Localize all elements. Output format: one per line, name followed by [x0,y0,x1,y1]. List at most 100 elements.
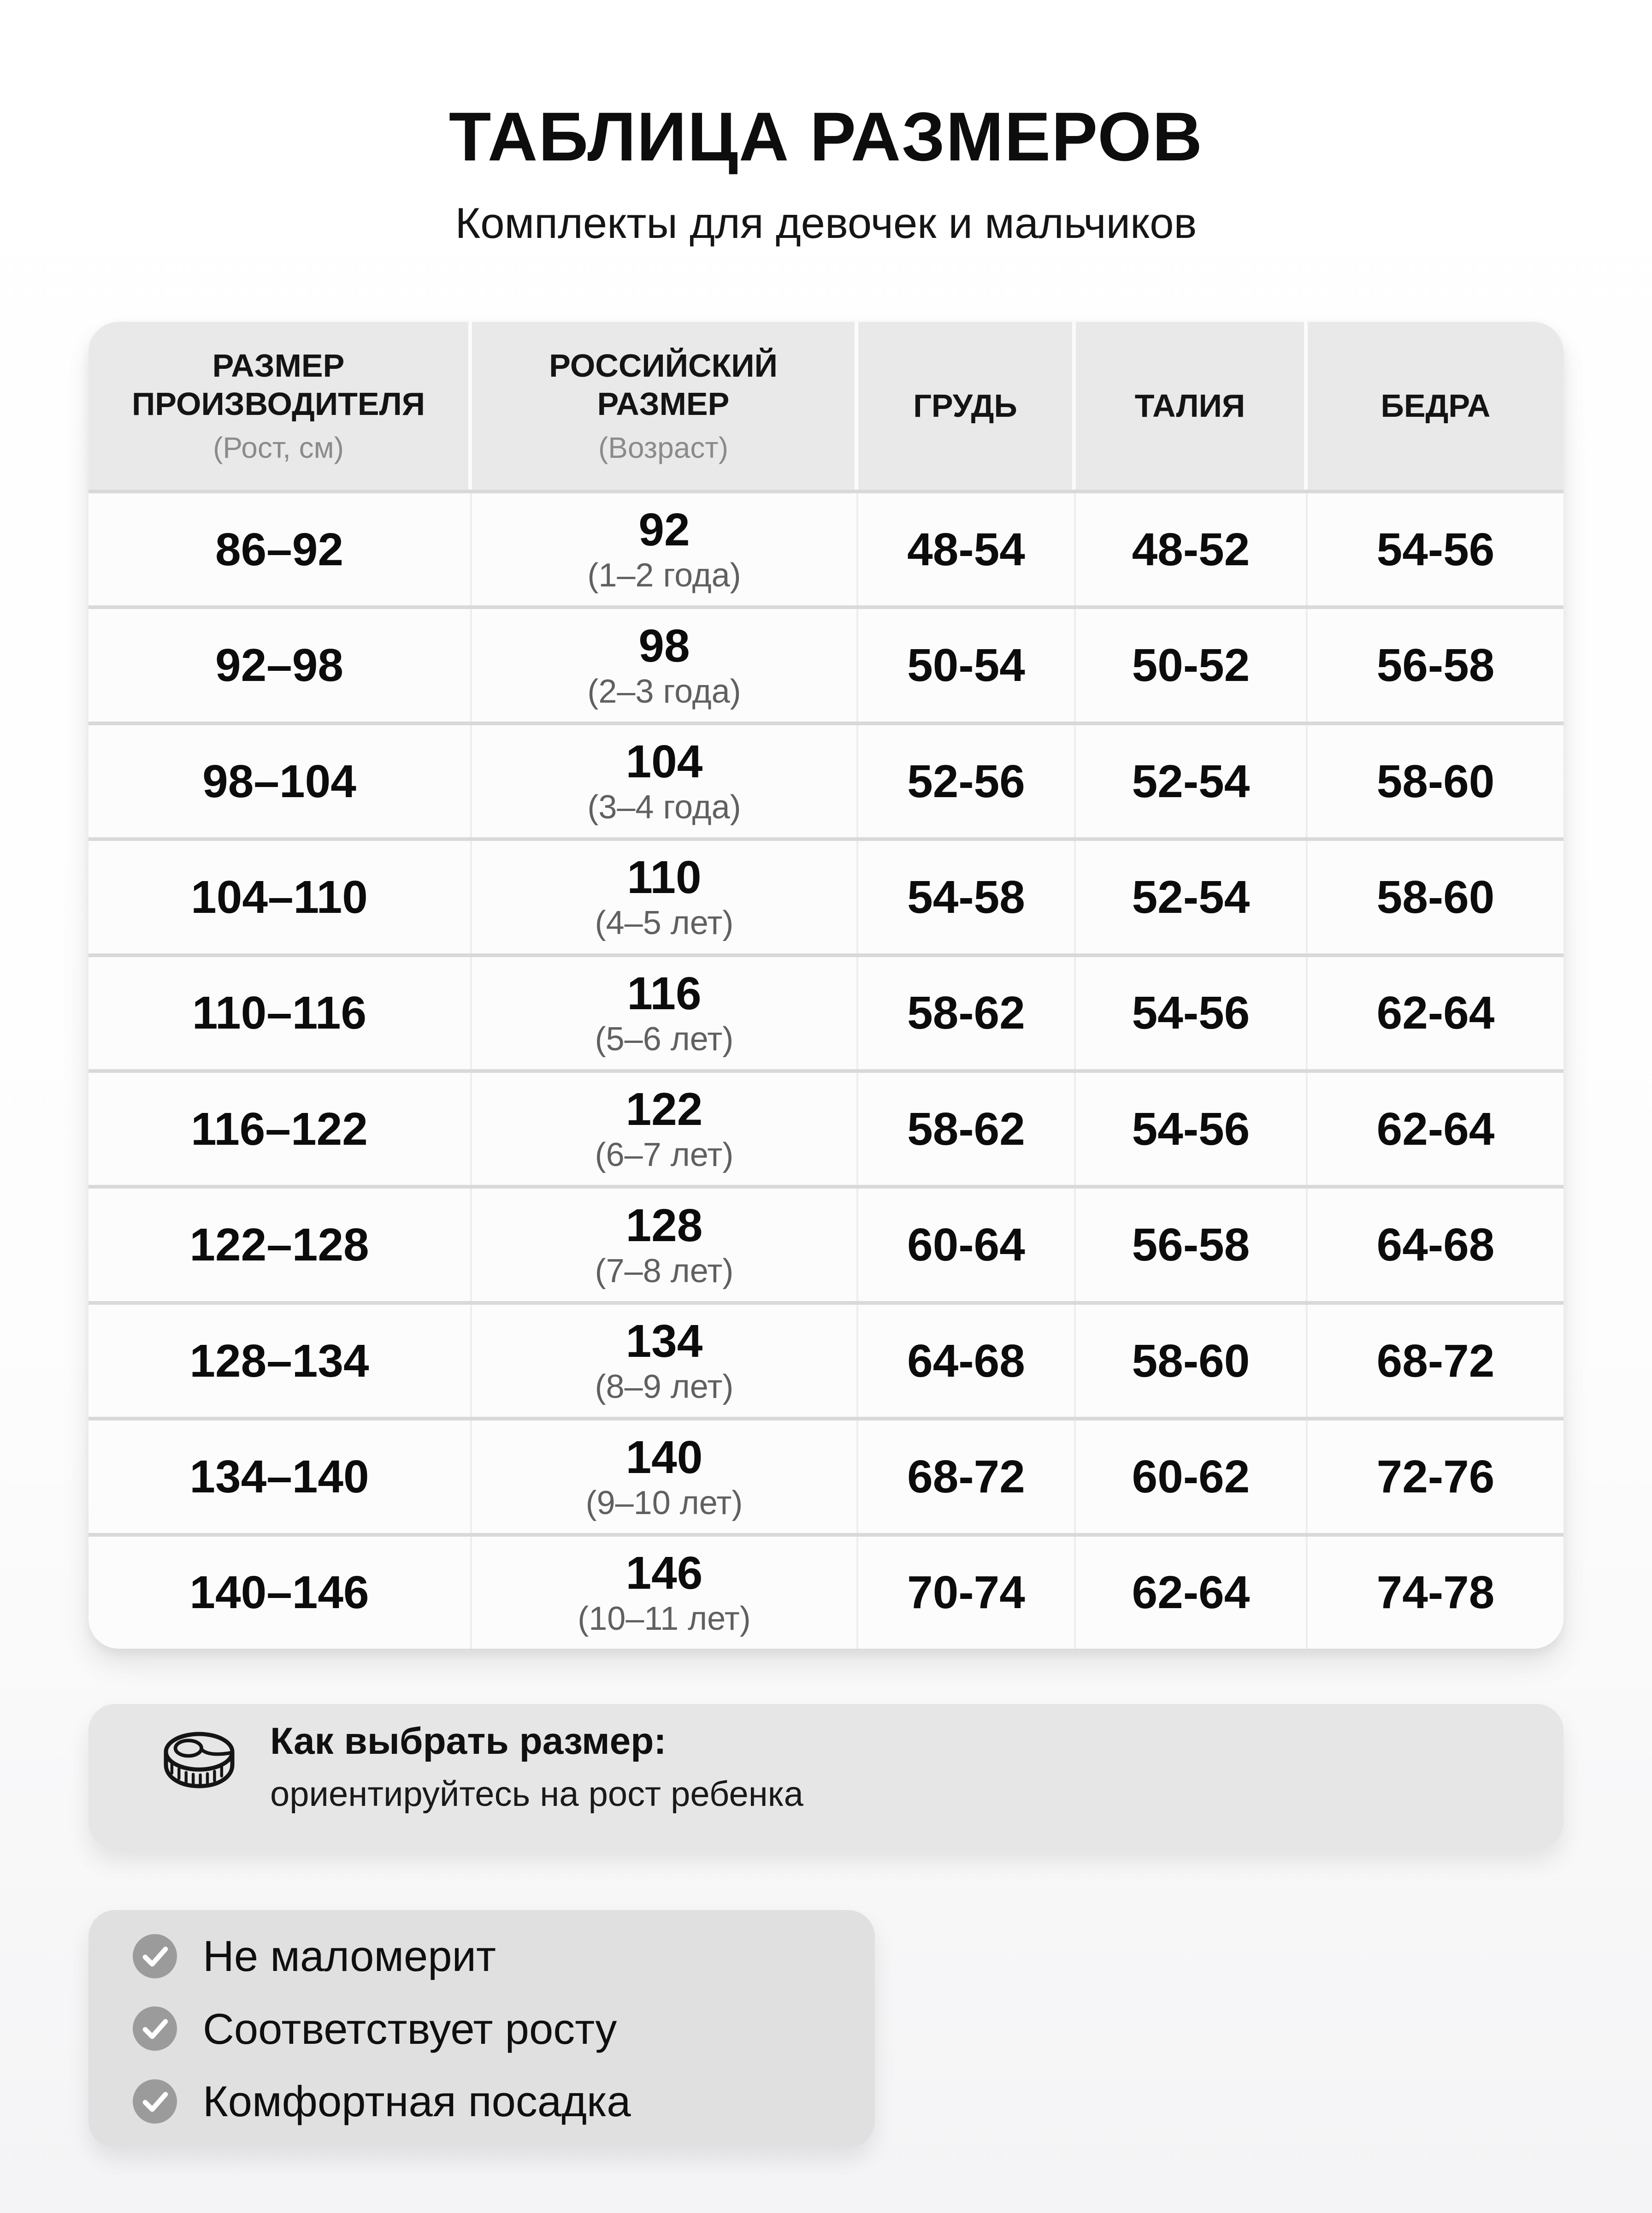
cell-waist: 50-52 [1076,609,1308,722]
table-row: 122–128 128 (7–8 лет) 60-64 56-58 64-68 [88,1185,1564,1301]
column-header-label: ТАЛИЯ [1134,387,1245,424]
how-to-choose-box: Как выбрать размер: ориентируйтесь на ро… [88,1704,1564,1849]
size-table: РАЗМЕР ПРОИЗВОДИТЕЛЯ (Рост, см) РОССИЙСК… [88,322,1564,1649]
cell-waist: 48-52 [1076,493,1308,606]
cell-chest: 48-54 [858,493,1076,606]
table-row: 140–146 146 (10–11 лет) 70-74 62-64 74-7… [88,1533,1564,1649]
how-to-choose-title: Как выбрать размер: [270,1720,667,1762]
cell-waist: 60-62 [1076,1420,1308,1533]
benefit-item: Комфортная посадка [133,2078,875,2125]
russian-size-value: 128 [625,1199,703,1251]
column-header-label: РАЗМЕР ПРОИЗВОДИТЕЛЯ [131,348,425,422]
how-to-choose-text: Как выбрать размер: ориентируйтесь на ро… [270,1722,803,1812]
benefit-item: Не маломерит [133,1933,875,1980]
column-header-label: БЕДРА [1381,387,1491,424]
cell-chest: 70-74 [858,1536,1076,1649]
cell-manufacturer-size: 92–98 [88,609,472,722]
cell-waist: 52-54 [1076,841,1308,953]
cell-russian-size: 104 (3–4 года) [472,725,858,838]
cell-hips: 62-64 [1376,1103,1495,1155]
cell-manufacturer-size: 122–128 [88,1189,472,1301]
cell-manufacturer-size: 140–146 [88,1536,472,1649]
column-header-chest: ГРУДЬ [858,322,1076,490]
cell-hips: 74-78 [1376,1567,1495,1619]
table-row: 104–110 110 (4–5 лет) 54-58 52-54 58-60 [88,837,1564,953]
cell-russian-size: 110 (4–5 лет) [472,841,858,953]
russian-size-age: (5–6 лет) [595,1020,734,1058]
cell-hips: 64-68 [1376,1219,1495,1271]
cell-hips: 54-56 [1376,523,1495,575]
cell-waist: 56-58 [1076,1189,1308,1301]
cell-russian-size: 128 (7–8 лет) [472,1189,858,1301]
column-header-waist: ТАЛИЯ [1076,322,1308,490]
cell-hips: 56-58 [1376,639,1495,692]
check-circle-icon [133,2006,177,2051]
cell-chest: 64-68 [858,1304,1076,1417]
russian-size-value: 116 [627,967,702,1019]
column-header-hips: БЕДРА [1308,322,1564,490]
cell-russian-size: 134 (8–9 лет) [472,1304,858,1417]
cell-chest: 60-64 [858,1189,1076,1301]
russian-size-age: (2–3 года) [587,673,741,710]
russian-size-age: (3–4 года) [587,789,741,826]
benefit-label: Соответствует росту [203,2004,617,2053]
cell-chest: 50-54 [858,609,1076,722]
russian-size-value: 140 [625,1431,703,1483]
cell-hips: 58-60 [1376,755,1495,807]
table-row: 134–140 140 (9–10 лет) 68-72 60-62 72-76 [88,1417,1564,1533]
column-header-label: РОССИЙСКИЙ РАЗМЕР [549,348,778,422]
russian-size-age: (10–11 лет) [578,1600,751,1637]
column-header-label: ГРУДЬ [913,387,1017,424]
cell-waist: 54-56 [1076,1073,1308,1185]
cell-russian-size: 140 (9–10 лет) [472,1420,858,1533]
russian-size-value: 98 [638,620,690,672]
cell-manufacturer-size: 134–140 [88,1420,472,1533]
table-row: 116–122 122 (6–7 лет) 58-62 54-56 62-64 [88,1069,1564,1185]
russian-size-age: (9–10 лет) [585,1484,743,1521]
cell-chest: 58-62 [858,1073,1076,1185]
benefit-item: Соответствует росту [133,2006,875,2053]
cell-russian-size: 98 (2–3 года) [472,609,858,722]
cell-chest: 54-58 [858,841,1076,953]
table-row: 98–104 104 (3–4 года) 52-56 52-54 58-60 [88,721,1564,838]
cell-chest: 68-72 [858,1420,1076,1533]
russian-size-value: 92 [638,504,690,556]
page-title: ТАБЛИЦА РАЗМЕРОВ [448,98,1204,175]
cell-chest: 58-62 [858,957,1076,1070]
column-header-russian-size: РОССИЙСКИЙ РАЗМЕР (Возраст) [472,322,858,490]
table-row: 86–92 92 (1–2 года) 48-54 48-52 54-56 [88,490,1564,606]
benefits-box: Не маломерит Соответствует росту Комфорт… [88,1910,875,2148]
russian-size-value: 134 [625,1315,703,1367]
table-row: 110–116 116 (5–6 лет) 58-62 54-56 62-64 [88,953,1564,1070]
column-header-manufacturer-size: РАЗМЕР ПРОИЗВОДИТЕЛЯ (Рост, см) [88,322,472,490]
measuring-tape-icon [164,1732,235,1788]
cell-waist: 52-54 [1076,725,1308,838]
benefit-label: Комфортная посадка [203,2077,631,2126]
table-row: 128–134 134 (8–9 лет) 64-68 58-60 68-72 [88,1301,1564,1417]
cell-russian-size: 92 (1–2 года) [472,493,858,606]
cell-hips: 58-60 [1376,871,1495,923]
cell-russian-size: 122 (6–7 лет) [472,1073,858,1185]
table-header-row: РАЗМЕР ПРОИЗВОДИТЕЛЯ (Рост, см) РОССИЙСК… [88,322,1564,490]
cell-russian-size: 116 (5–6 лет) [472,957,858,1070]
cell-manufacturer-size: 104–110 [88,841,472,953]
page-subtitle: Комплекты для девочек и мальчиков [455,199,1197,247]
how-to-choose-hint: ориентируйтесь на рост ребенка [270,1775,803,1814]
russian-size-age: (7–8 лет) [595,1252,734,1290]
cell-manufacturer-size: 110–116 [88,957,472,1070]
russian-size-value: 110 [627,852,702,904]
cell-russian-size: 146 (10–11 лет) [472,1536,858,1649]
russian-size-age: (1–2 года) [587,557,741,594]
cell-hips: 68-72 [1376,1335,1495,1387]
cell-waist: 54-56 [1076,957,1308,1070]
cell-chest: 52-56 [858,725,1076,838]
benefit-label: Не маломерит [203,1932,496,1981]
cell-manufacturer-size: 116–122 [88,1073,472,1185]
check-circle-icon [133,1934,177,1978]
column-header-sublabel: (Возраст) [598,431,729,464]
cell-manufacturer-size: 128–134 [88,1304,472,1417]
column-header-sublabel: (Рост, см) [213,431,344,464]
russian-size-age: (4–5 лет) [595,905,734,942]
russian-size-age: (6–7 лет) [595,1136,734,1174]
